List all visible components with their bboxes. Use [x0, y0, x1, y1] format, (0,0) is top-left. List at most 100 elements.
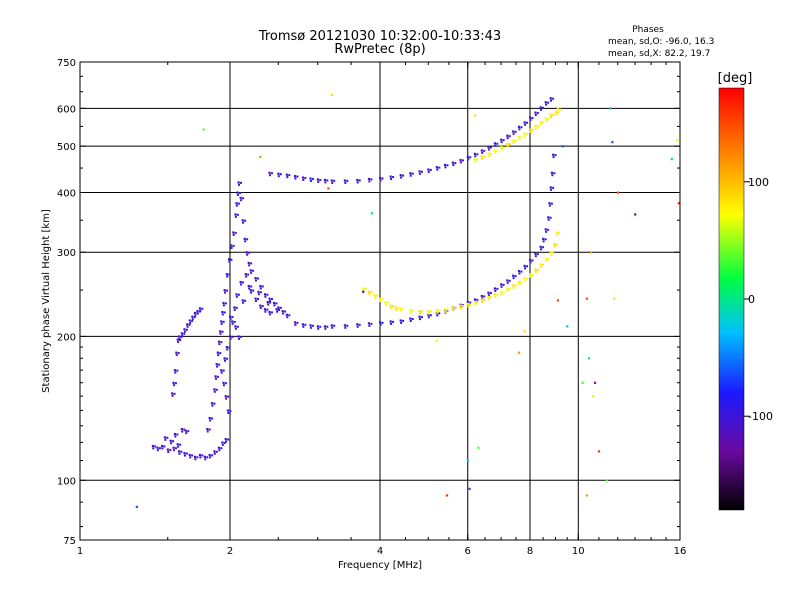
data-point [268, 300, 271, 303]
data-point [512, 132, 515, 135]
data-point [252, 269, 255, 272]
data-point [194, 458, 197, 461]
data-point [496, 287, 499, 290]
data-point [427, 310, 430, 313]
data-point [469, 303, 472, 306]
data-point [229, 318, 232, 321]
data-point [223, 357, 226, 360]
data-point [392, 305, 395, 308]
data-point [250, 285, 253, 288]
data-point [476, 158, 479, 161]
data-point [531, 117, 534, 120]
data-point [242, 301, 245, 304]
data-point [534, 127, 537, 130]
data-point [343, 179, 347, 182]
data-point [229, 409, 232, 412]
data-point [178, 337, 181, 340]
data-point [506, 289, 509, 292]
x-tick-label-2: 4 [377, 546, 383, 557]
data-point [259, 155, 262, 159]
data-point [400, 321, 403, 324]
data-point [188, 319, 191, 322]
data-point [218, 449, 221, 452]
data-point [174, 435, 177, 438]
data-point [309, 177, 312, 180]
data-point [236, 191, 239, 194]
data-point [409, 172, 412, 175]
data-point [231, 335, 234, 338]
data-point [362, 290, 365, 293]
data-point [502, 283, 505, 286]
data-point [395, 308, 398, 311]
data-point [451, 306, 455, 309]
data-point [213, 450, 216, 453]
data-point [461, 159, 464, 162]
data-point [500, 148, 503, 151]
data-point [409, 319, 412, 322]
data-point [226, 348, 229, 351]
data-point [186, 325, 189, 328]
data-point [531, 128, 534, 131]
data-point [193, 455, 197, 458]
data-point [180, 335, 183, 338]
series-1 [171, 307, 204, 397]
data-point [400, 176, 403, 179]
data-point [368, 293, 371, 296]
data-point [224, 291, 227, 294]
data-point [206, 428, 209, 431]
data-point [259, 284, 262, 288]
data-point [500, 293, 503, 296]
data-point [316, 178, 319, 181]
data-point [237, 181, 240, 184]
data-point [389, 175, 392, 178]
data-point [244, 240, 247, 243]
data-point [173, 392, 176, 395]
data-point [237, 337, 240, 340]
data-point [358, 179, 361, 182]
data-point [184, 429, 187, 432]
data-point [539, 263, 542, 266]
data-point [487, 291, 490, 294]
data-point [436, 314, 439, 317]
data-point [217, 340, 221, 343]
data-point [223, 289, 226, 292]
data-point [356, 181, 359, 184]
data-point [240, 283, 243, 286]
data-point [237, 335, 240, 338]
data-point [215, 450, 218, 453]
x-tick-label-5: 10 [572, 546, 585, 557]
data-point [540, 108, 543, 111]
data-point [467, 158, 470, 161]
data-point [311, 177, 314, 180]
plot-frame [79, 61, 681, 541]
data-point [183, 328, 186, 331]
data-point [454, 162, 457, 165]
data-point [508, 135, 511, 138]
data-point [489, 146, 492, 149]
data-point [330, 93, 333, 97]
data-point [226, 289, 229, 292]
data-point [540, 265, 543, 268]
colorbar: [deg] 100 0 -100 [718, 71, 773, 511]
data-point [399, 174, 402, 177]
data-point [381, 177, 384, 180]
data-point [489, 152, 492, 155]
data-point [508, 287, 511, 290]
data-point [181, 430, 184, 433]
data-point [304, 323, 307, 326]
data-point [277, 306, 280, 309]
data-point [323, 178, 327, 182]
data-point [176, 369, 179, 372]
data-point [506, 287, 509, 290]
data-point [160, 444, 164, 448]
data-point [293, 321, 297, 324]
data-point [236, 213, 239, 216]
data-point [556, 108, 560, 111]
data-point [411, 172, 414, 175]
data-point [225, 273, 228, 276]
data-point [201, 307, 204, 310]
data-point [191, 319, 194, 322]
data-point [552, 251, 555, 254]
data-point [418, 315, 421, 318]
